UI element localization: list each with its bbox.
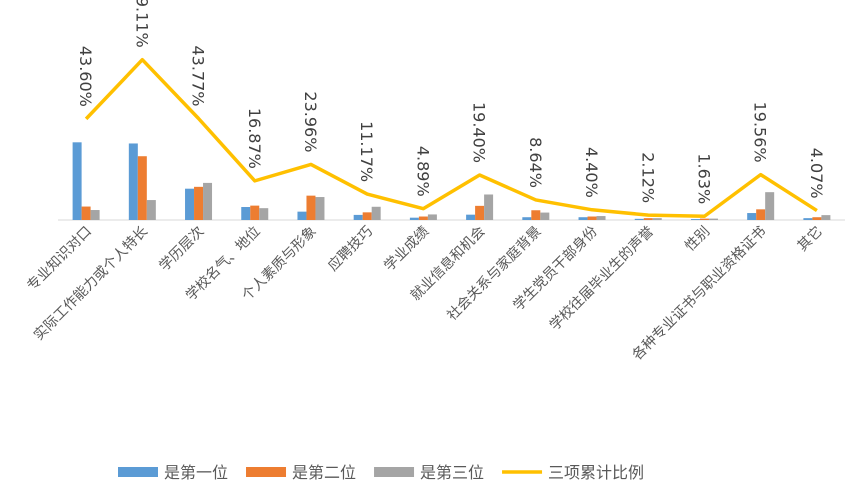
data-label: 43.77% <box>189 45 208 106</box>
bar <box>652 218 662 220</box>
bar <box>128 143 138 220</box>
bar <box>259 208 269 220</box>
data-label: 43.60% <box>76 46 95 107</box>
bar <box>578 217 588 220</box>
bar <box>643 218 653 220</box>
legend-label: 是第一位 <box>164 463 228 482</box>
data-label: 8.64% <box>526 137 545 188</box>
legend-label: 是第三位 <box>420 463 484 482</box>
bar <box>90 210 100 220</box>
legend-label: 是第二位 <box>292 463 356 482</box>
bar <box>137 156 147 220</box>
bar <box>699 218 709 220</box>
x-tick-label: 学历层次 <box>156 224 207 275</box>
bar <box>466 214 476 220</box>
bar <box>194 186 204 220</box>
bar <box>634 218 644 220</box>
bar <box>72 142 82 220</box>
bar <box>596 216 606 220</box>
bar <box>353 214 363 220</box>
x-tick-label: 社会关系与家庭背景 <box>444 223 545 324</box>
data-label: 4.89% <box>413 146 432 197</box>
bar <box>81 206 91 220</box>
data-label: 19.40% <box>470 102 489 163</box>
bar <box>418 216 428 220</box>
x-tick-label: 性别 <box>682 224 713 255</box>
data-label: 19.56% <box>751 102 770 163</box>
x-tick-label: 学业成绩 <box>381 224 432 275</box>
bar <box>315 197 325 220</box>
bar <box>484 194 494 220</box>
bar <box>409 217 419 220</box>
bar <box>362 212 372 220</box>
bar <box>185 188 195 220</box>
x-tick-label: 应聘技巧 <box>324 223 376 275</box>
bar <box>297 211 307 220</box>
data-label: 2.12% <box>638 152 657 203</box>
bar <box>540 212 550 220</box>
legend-swatch <box>118 467 158 477</box>
legend-swatch <box>374 467 415 477</box>
data-label: 69.11% <box>132 0 151 48</box>
bar <box>587 216 597 220</box>
bar <box>475 205 485 220</box>
bar <box>756 209 766 220</box>
bar <box>803 218 813 220</box>
x-tick-label: 实际工作能力或个人特长 <box>31 224 151 344</box>
x-tick-label: 其它 <box>794 223 826 255</box>
bar <box>708 218 718 220</box>
bar <box>747 213 757 220</box>
bar <box>765 192 775 220</box>
line <box>84 57 818 218</box>
legend-swatch <box>246 467 287 477</box>
bar <box>203 182 213 220</box>
x-tick-label: 学校往届毕业生的声誉 <box>546 223 657 334</box>
bar <box>531 210 541 220</box>
data-label: 1.63% <box>694 153 713 204</box>
data-label: 4.07% <box>807 148 826 199</box>
legend-label: 三项累计比例 <box>548 463 644 482</box>
bar <box>371 206 381 220</box>
data-label: 16.87% <box>245 108 264 169</box>
data-label: 4.40% <box>582 147 601 198</box>
data-label: 11.17% <box>357 121 376 182</box>
bar <box>306 195 316 220</box>
data-label: 23.96% <box>301 91 320 152</box>
bar <box>812 217 822 220</box>
bar <box>241 207 251 220</box>
bar <box>427 214 437 220</box>
bar <box>250 205 260 220</box>
bar <box>522 217 532 220</box>
bar <box>690 219 700 220</box>
bar <box>146 200 156 220</box>
bar <box>821 215 831 220</box>
